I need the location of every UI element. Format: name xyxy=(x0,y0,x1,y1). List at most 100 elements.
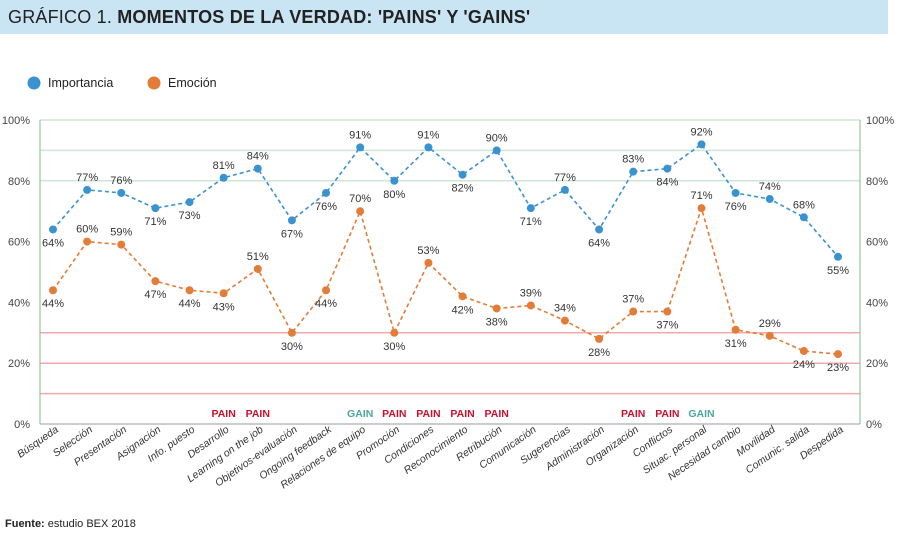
data-label: 74% xyxy=(759,181,781,193)
data-label: 37% xyxy=(656,320,678,332)
chart-title: GRÁFICO 1. MOMENTOS DE LA VERDAD: 'PAINS… xyxy=(8,7,530,28)
data-label: 76% xyxy=(315,201,337,213)
pain-tag: PAIN xyxy=(450,408,474,420)
data-label: 84% xyxy=(247,151,269,163)
gain-tag: GAIN xyxy=(688,408,714,420)
y-tick-label-left: 20% xyxy=(8,358,30,370)
series-line xyxy=(52,205,839,355)
data-point xyxy=(629,167,638,176)
y-tick-label-left: 0% xyxy=(14,419,30,431)
data-point xyxy=(663,164,672,173)
data-point xyxy=(765,331,774,340)
data-point xyxy=(799,347,808,356)
data-label: 30% xyxy=(383,341,405,353)
data-point xyxy=(185,198,194,207)
data-point xyxy=(595,225,604,234)
data-label: 44% xyxy=(179,298,201,310)
legend-label: Importancia xyxy=(48,76,113,90)
source-label: Fuente: xyxy=(5,518,45,530)
data-point xyxy=(834,350,842,359)
pain-tag: PAIN xyxy=(211,408,235,420)
data-point xyxy=(697,140,706,149)
y-tick-label-left: 40% xyxy=(8,297,30,309)
pain-tag: PAIN xyxy=(246,408,270,420)
data-label: 91% xyxy=(417,129,439,141)
pain-tag: PAIN xyxy=(621,408,645,420)
data-label: 53% xyxy=(417,245,439,257)
y-tick-label-left: 80% xyxy=(8,176,30,188)
data-point xyxy=(49,225,57,234)
data-label: 77% xyxy=(554,172,576,184)
y-tick-label-right: 0% xyxy=(866,419,882,431)
data-label: 44% xyxy=(315,298,337,310)
pain-tag: PAIN xyxy=(655,408,679,420)
data-label: 82% xyxy=(452,183,474,195)
data-label: 64% xyxy=(42,237,64,249)
gain-tag: GAIN xyxy=(347,408,373,420)
legend-label: Emoción xyxy=(168,76,217,90)
data-point xyxy=(424,258,433,267)
data-label: 80% xyxy=(383,189,405,201)
data-point xyxy=(663,307,672,316)
pain-tag: PAIN xyxy=(382,408,406,420)
data-label: 24% xyxy=(793,359,815,371)
data-point xyxy=(49,286,57,295)
title-bar: GRÁFICO 1. MOMENTOS DE LA VERDAD: 'PAINS… xyxy=(0,0,888,34)
legend-marker xyxy=(147,76,161,90)
y-tick-label-right: 40% xyxy=(866,297,888,309)
data-point xyxy=(424,143,433,152)
data-point xyxy=(287,328,296,337)
source-text: estudio BEX 2018 xyxy=(47,518,136,530)
data-point xyxy=(526,301,535,310)
title-main: MOMENTOS DE LA VERDAD: 'PAINS' Y 'GAINS' xyxy=(117,7,531,27)
data-point xyxy=(185,286,194,295)
data-label: 73% xyxy=(179,210,201,222)
legend-marker xyxy=(27,76,41,90)
data-point xyxy=(697,204,706,213)
title-prefix: GRÁFICO 1. xyxy=(8,7,113,27)
data-point xyxy=(629,307,638,316)
data-point xyxy=(458,170,467,179)
data-point xyxy=(253,264,262,273)
y-tick-label-left: 60% xyxy=(8,237,30,249)
data-point xyxy=(356,143,365,152)
data-point xyxy=(253,164,262,173)
data-label: 70% xyxy=(349,193,371,205)
data-point xyxy=(731,188,740,197)
data-point xyxy=(492,304,501,313)
y-tick-label-left: 100% xyxy=(2,115,30,127)
data-point xyxy=(458,292,467,301)
data-point xyxy=(151,204,160,213)
data-point xyxy=(799,213,808,222)
data-label: 76% xyxy=(110,175,132,187)
data-point xyxy=(765,195,774,204)
data-point xyxy=(560,185,569,194)
data-point xyxy=(322,188,331,197)
data-point xyxy=(83,237,92,246)
data-point xyxy=(83,185,92,194)
data-label: 42% xyxy=(452,304,474,316)
data-label: 68% xyxy=(793,199,815,211)
y-tick-label-right: 20% xyxy=(866,358,888,370)
data-label: 44% xyxy=(42,298,64,310)
line-chart: 0% 0% 20% 20% 40% 40% 60% 60% 80% 80% 100% 100% Impo… xyxy=(2,76,894,491)
data-label: 34% xyxy=(554,303,576,315)
data-point xyxy=(526,204,535,213)
data-label: 92% xyxy=(690,126,712,138)
y-tick-label-right: 100% xyxy=(866,115,894,127)
data-point xyxy=(117,240,126,249)
data-label: 77% xyxy=(76,172,98,184)
data-label: 47% xyxy=(144,289,166,301)
data-label: 71% xyxy=(690,190,712,202)
data-label: 60% xyxy=(76,224,98,236)
data-label: 39% xyxy=(520,287,542,299)
data-point xyxy=(356,207,365,216)
data-label: 71% xyxy=(520,216,542,228)
data-point xyxy=(219,289,228,298)
data-point xyxy=(492,146,501,155)
data-point xyxy=(731,325,740,334)
data-label: 83% xyxy=(622,154,644,166)
data-label: 76% xyxy=(725,201,747,213)
data-label: 31% xyxy=(725,338,747,350)
data-point xyxy=(117,188,126,197)
